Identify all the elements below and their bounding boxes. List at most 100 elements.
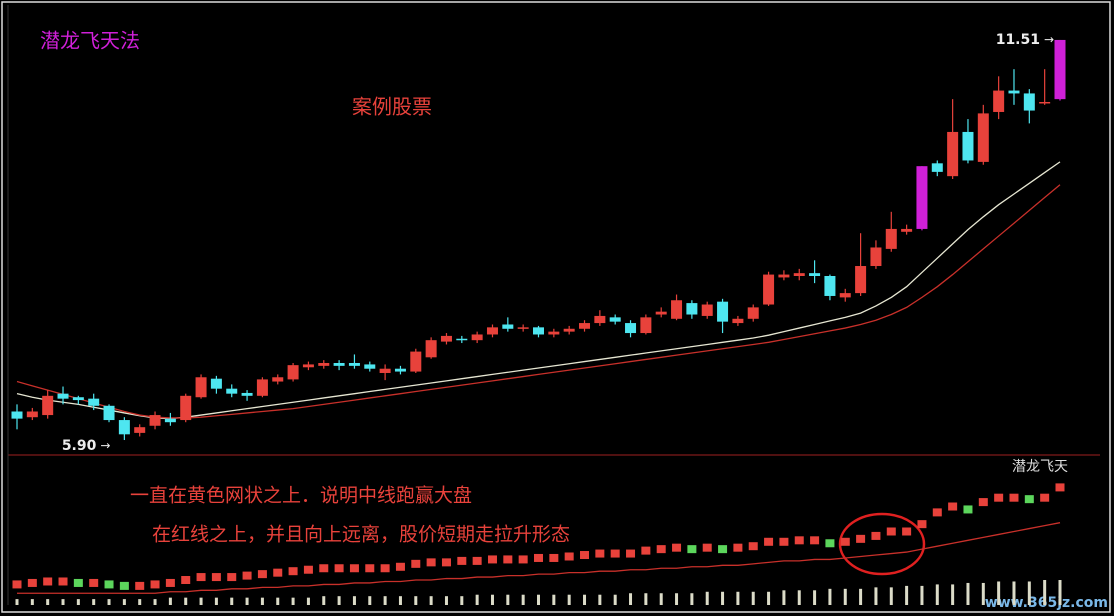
indicator-mark	[303, 565, 313, 574]
candle-body	[241, 392, 253, 396]
volume-bar	[629, 593, 633, 605]
indicator-mark	[656, 545, 666, 554]
volume-bar	[276, 597, 280, 605]
indicator-mark	[395, 562, 405, 571]
candle-body	[1054, 39, 1066, 100]
volume-bar	[61, 599, 65, 605]
candle-body	[26, 411, 38, 418]
candle-body	[778, 274, 790, 278]
indicator-mark	[840, 537, 850, 546]
volume-bar	[767, 591, 771, 605]
candle-body	[701, 304, 713, 316]
candle-body	[302, 364, 314, 368]
indicator-mark	[580, 551, 590, 560]
volume-bar	[107, 599, 111, 605]
indicator-mark	[242, 571, 252, 580]
volume-bar	[383, 596, 387, 605]
candle-body	[180, 395, 192, 421]
volume-bar	[337, 596, 341, 605]
candle-body	[103, 405, 115, 421]
candle-body	[747, 307, 759, 319]
indicator-mark	[902, 527, 912, 536]
indicator-mark	[718, 545, 728, 554]
candle-body	[947, 131, 959, 177]
indicator-mark	[104, 580, 114, 589]
volume-bar	[705, 591, 709, 605]
candle-body	[548, 331, 560, 335]
volume-bar	[490, 594, 494, 605]
indicator-mark	[319, 564, 329, 573]
volume-bar	[168, 597, 172, 605]
max-arrow: →	[1044, 32, 1054, 46]
volume-bar	[521, 594, 525, 605]
indicator-mark	[411, 559, 421, 568]
volume-bar	[414, 596, 418, 605]
volume-bar	[475, 594, 479, 605]
candle-body	[916, 166, 928, 229]
volume-bar	[537, 594, 540, 605]
candle-body	[579, 323, 591, 329]
candle-body	[594, 315, 606, 324]
indicator-mark	[196, 573, 206, 582]
candle-body	[471, 334, 483, 341]
candle-body	[563, 328, 575, 332]
indicator-mark	[73, 578, 83, 587]
indicator-mark	[227, 573, 237, 582]
indicator-mark	[426, 558, 436, 567]
indicator-mark	[12, 580, 22, 589]
volume-bar	[199, 597, 203, 605]
candle-body	[502, 324, 514, 329]
volume-bar	[92, 599, 96, 605]
volume-bar	[828, 588, 832, 605]
annotation: 一直在黄色网状之上．说明中线跑赢大盘	[130, 485, 472, 507]
candle-body	[609, 317, 621, 322]
indicator-mark	[932, 508, 942, 517]
max-label: 11.51	[996, 32, 1040, 48]
indicator-mark	[150, 580, 160, 589]
candle-body	[625, 323, 637, 334]
candle-body	[425, 340, 437, 358]
indicator-mark	[334, 564, 344, 573]
candle-body	[272, 377, 284, 382]
volume-bar	[736, 591, 740, 605]
candle-body	[333, 363, 345, 366]
candle-body	[410, 351, 422, 372]
indicator-mark	[58, 577, 68, 586]
candle-body	[809, 273, 821, 276]
volume-bar	[368, 596, 372, 605]
candle-body	[379, 368, 391, 373]
candle-body	[1039, 101, 1051, 104]
candle-body	[287, 365, 299, 380]
volume-bar	[444, 596, 448, 605]
volume-bar	[613, 594, 617, 605]
candle-body	[11, 411, 23, 419]
indicator-mark	[672, 543, 682, 552]
indicator-mark	[349, 564, 359, 573]
candle-body	[149, 415, 161, 426]
candle-body	[732, 318, 744, 324]
candle-body	[348, 363, 360, 366]
candle-body	[901, 228, 913, 232]
candle-body	[517, 327, 529, 329]
volume-bar	[1043, 580, 1047, 605]
indicator-mark	[610, 549, 620, 558]
candle-body	[870, 247, 882, 267]
candle-body	[824, 275, 836, 296]
volume-bar	[352, 596, 356, 605]
volume-bar	[797, 590, 801, 605]
candle-body	[88, 398, 100, 406]
candle-body	[164, 418, 176, 423]
indicator-mark	[948, 502, 958, 511]
indicator-mark	[380, 564, 390, 573]
min-arrow: →	[100, 439, 110, 453]
volume-bar	[583, 594, 587, 605]
volume-bar	[935, 584, 939, 605]
candle-body	[993, 90, 1005, 112]
volume-bar	[644, 593, 648, 605]
volume-bar	[966, 582, 970, 605]
indicator-mark	[641, 546, 651, 555]
candle-body	[226, 388, 238, 394]
volume-bar	[429, 596, 433, 605]
volume-bar	[1058, 580, 1062, 605]
indicator-mark	[518, 555, 528, 564]
